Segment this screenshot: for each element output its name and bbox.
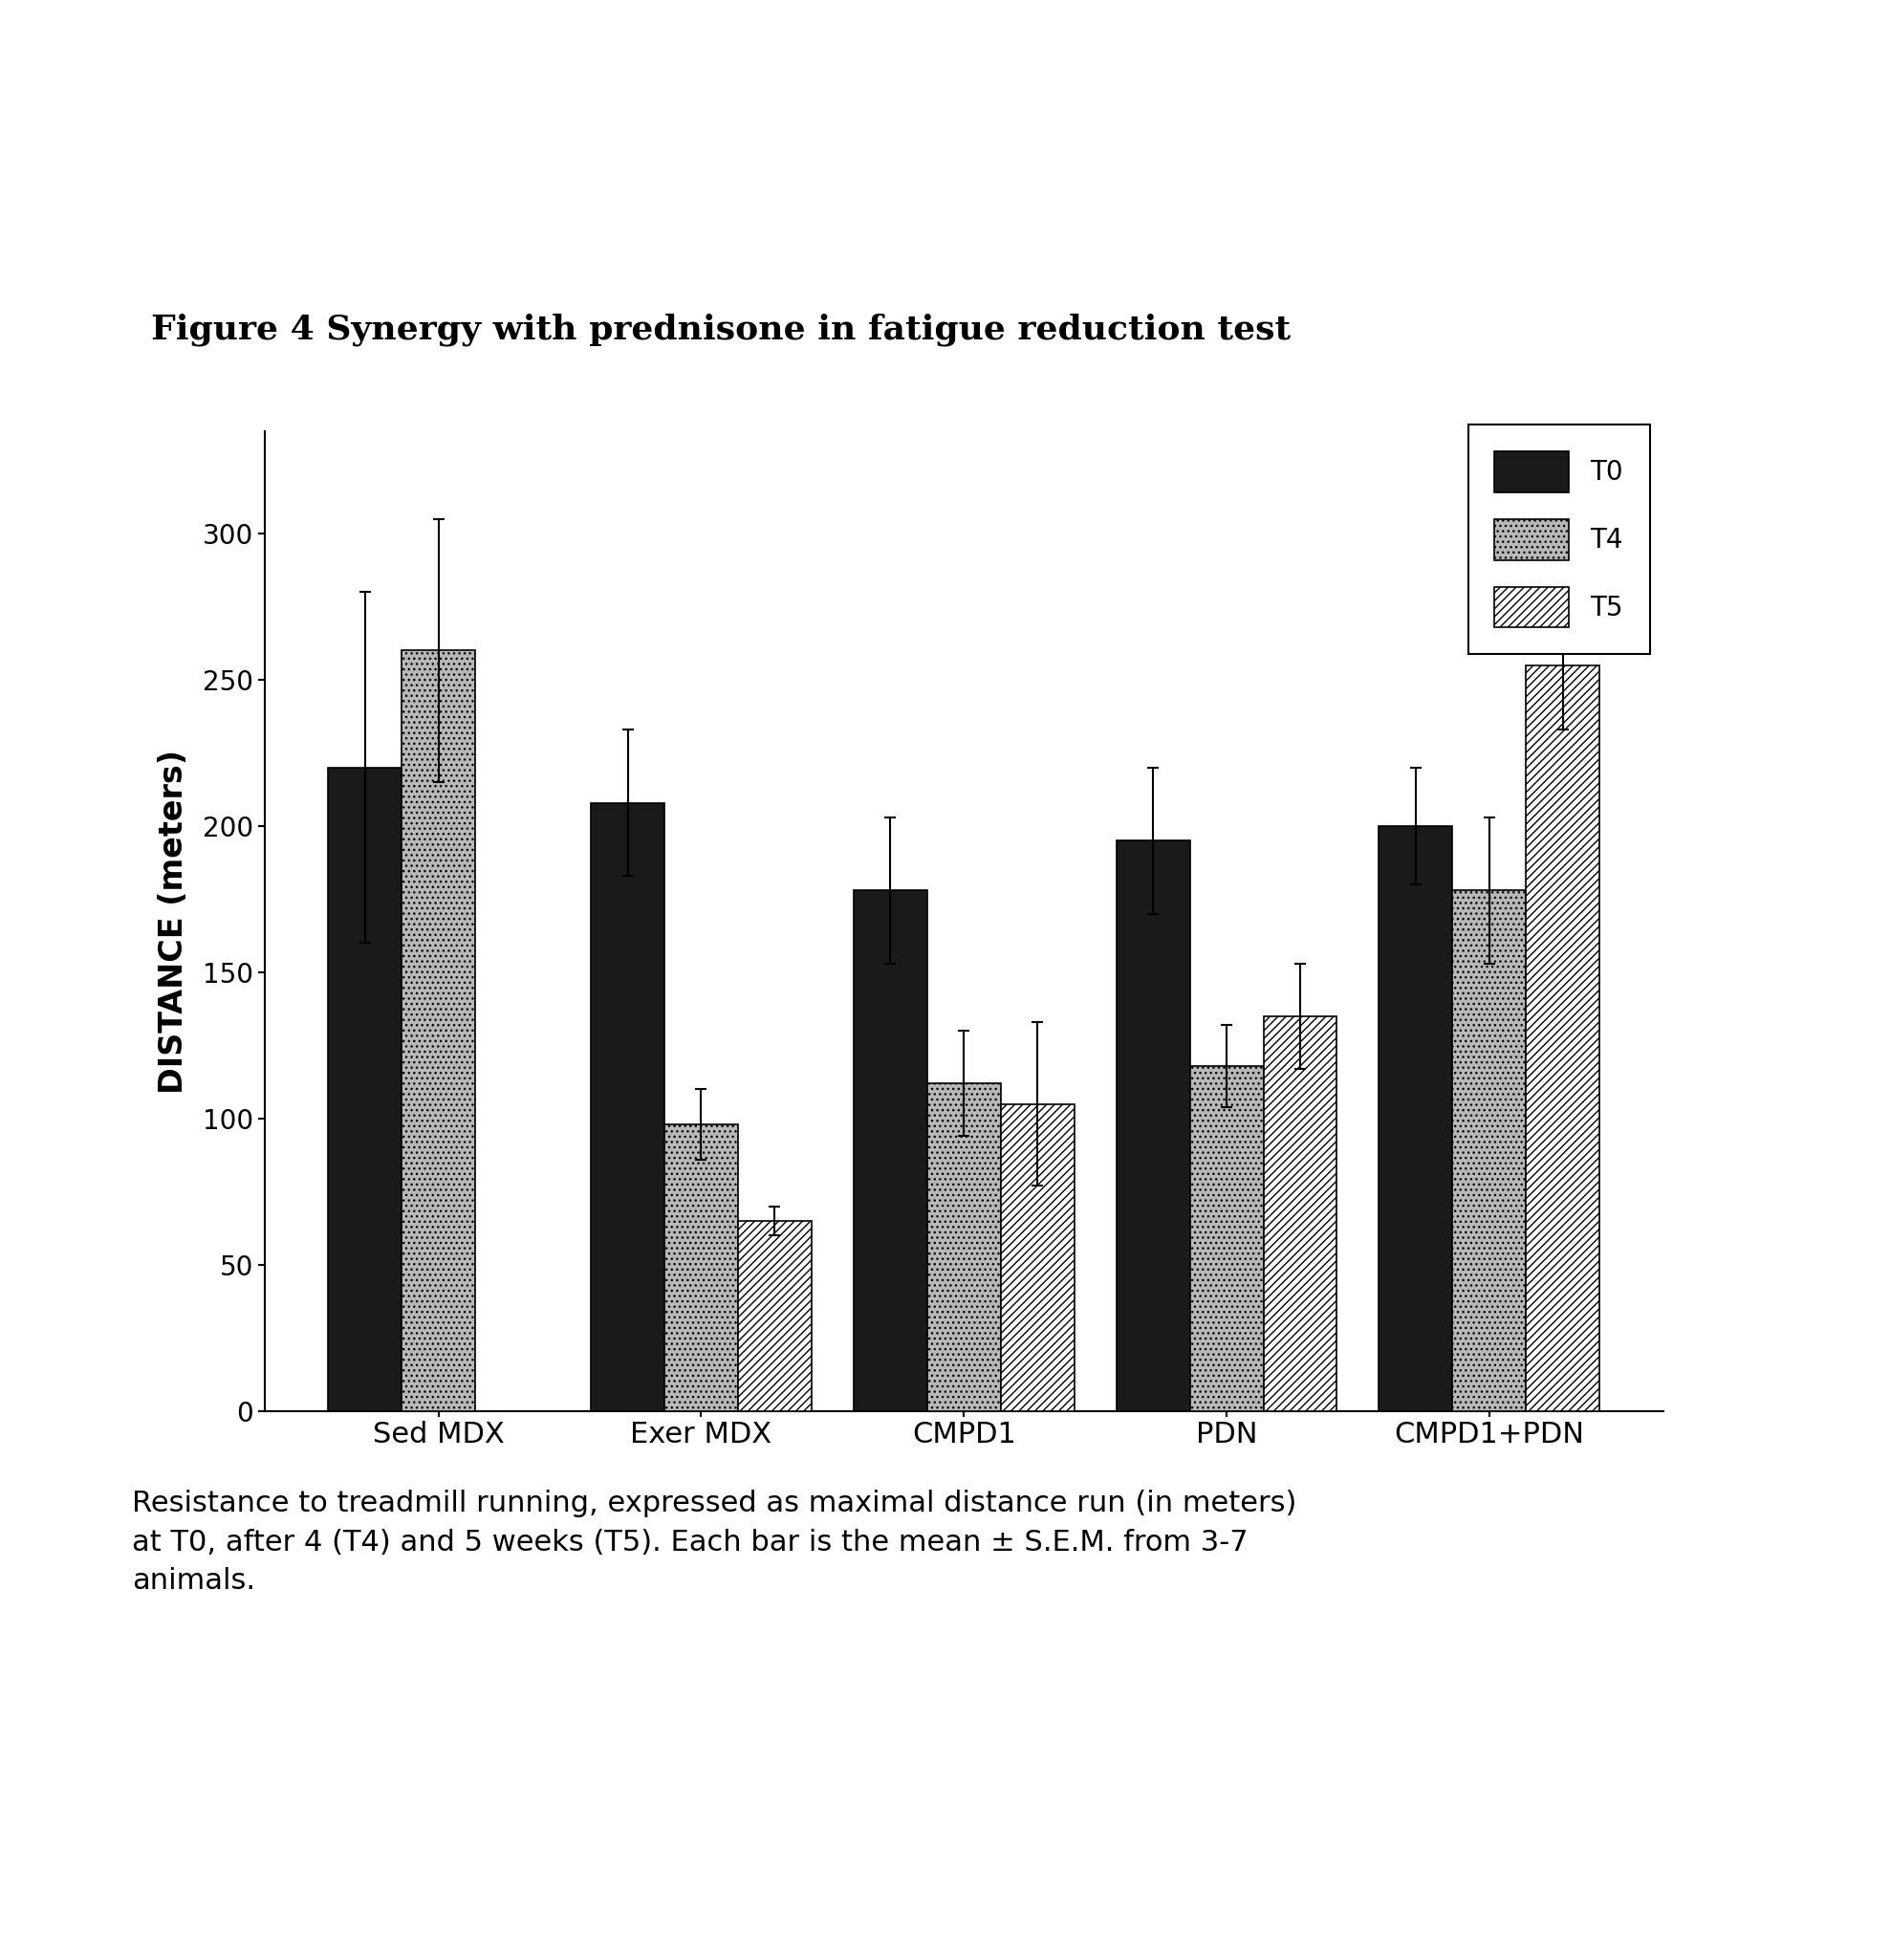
Bar: [1525, 664, 1599, 1411]
Bar: [592, 804, 665, 1411]
Bar: [737, 1221, 811, 1411]
Bar: [1263, 1017, 1336, 1411]
Bar: [329, 768, 403, 1411]
Text: Figure 4 Synergy with prednisone in fatigue reduction test: Figure 4 Synergy with prednisone in fati…: [151, 314, 1291, 347]
Y-axis label: DISTANCE (meters): DISTANCE (meters): [157, 749, 189, 1094]
Bar: [665, 1125, 737, 1411]
Bar: [1453, 890, 1525, 1411]
Bar: [1380, 825, 1453, 1411]
Legend: T0, T4, T5: T0, T4, T5: [1469, 425, 1650, 655]
Bar: [1191, 1066, 1263, 1411]
Bar: [403, 651, 474, 1411]
Text: Resistance to treadmill running, expressed as maximal distance run (in meters)
a: Resistance to treadmill running, express…: [132, 1490, 1297, 1595]
Bar: [1000, 1103, 1074, 1411]
Bar: [1117, 841, 1191, 1411]
Bar: [854, 890, 928, 1411]
Bar: [928, 1084, 1000, 1411]
